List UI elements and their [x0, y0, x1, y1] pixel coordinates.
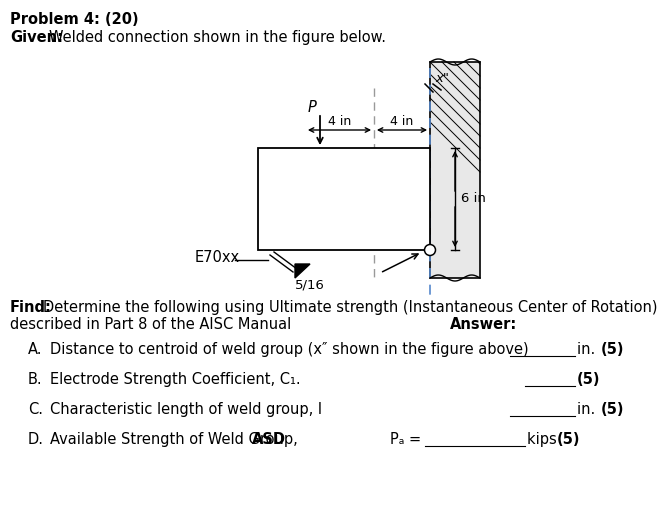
Circle shape	[424, 245, 436, 255]
Text: ASD: ASD	[252, 432, 286, 447]
Text: (5): (5)	[601, 342, 624, 357]
Text: kips: kips	[527, 432, 561, 447]
Text: Determine the following using Ultimate strength (Instantaneous Center of Rotatio: Determine the following using Ultimate s…	[43, 300, 658, 315]
Text: Welded connection shown in the figure below.: Welded connection shown in the figure be…	[49, 30, 386, 45]
Text: Answer:: Answer:	[450, 317, 517, 332]
Text: in.: in.	[577, 402, 600, 417]
Text: D.: D.	[28, 432, 44, 447]
Text: Find:: Find:	[10, 300, 52, 315]
Text: Distance to centroid of weld group (x″ shown in the figure above): Distance to centroid of weld group (x″ s…	[50, 342, 528, 357]
Text: (5): (5)	[557, 432, 580, 447]
Text: described in Part 8 of the AISC Manual: described in Part 8 of the AISC Manual	[10, 317, 291, 332]
Text: (5): (5)	[601, 402, 624, 417]
Polygon shape	[295, 264, 310, 278]
Text: Available Strength of Weld Group,: Available Strength of Weld Group,	[50, 432, 303, 447]
Text: in.: in.	[577, 342, 600, 357]
Text: 5/16: 5/16	[295, 278, 325, 291]
Text: Problem 4: (20): Problem 4: (20)	[10, 12, 139, 27]
Text: Electrode Strength Coefficient, C₁.: Electrode Strength Coefficient, C₁.	[50, 372, 301, 387]
Text: Pₐ =: Pₐ =	[390, 432, 421, 447]
Text: (5): (5)	[577, 372, 601, 387]
Text: 4 in: 4 in	[328, 115, 351, 128]
Text: A.: A.	[28, 342, 43, 357]
Text: P: P	[308, 100, 317, 115]
Text: B.: B.	[28, 372, 43, 387]
Text: E70xx: E70xx	[195, 250, 240, 266]
Text: Characteristic length of weld group, l: Characteristic length of weld group, l	[50, 402, 322, 417]
Text: Given: Welded connection shown in the figure below.: Given: Welded connection shown in the fi…	[10, 30, 399, 45]
Text: C.: C.	[28, 402, 43, 417]
Text: Given:: Given:	[10, 30, 63, 45]
Text: x": x"	[435, 72, 449, 85]
Text: 4 in: 4 in	[390, 115, 414, 128]
Text: 6 in: 6 in	[461, 192, 486, 205]
Polygon shape	[430, 62, 480, 278]
Polygon shape	[258, 148, 430, 250]
